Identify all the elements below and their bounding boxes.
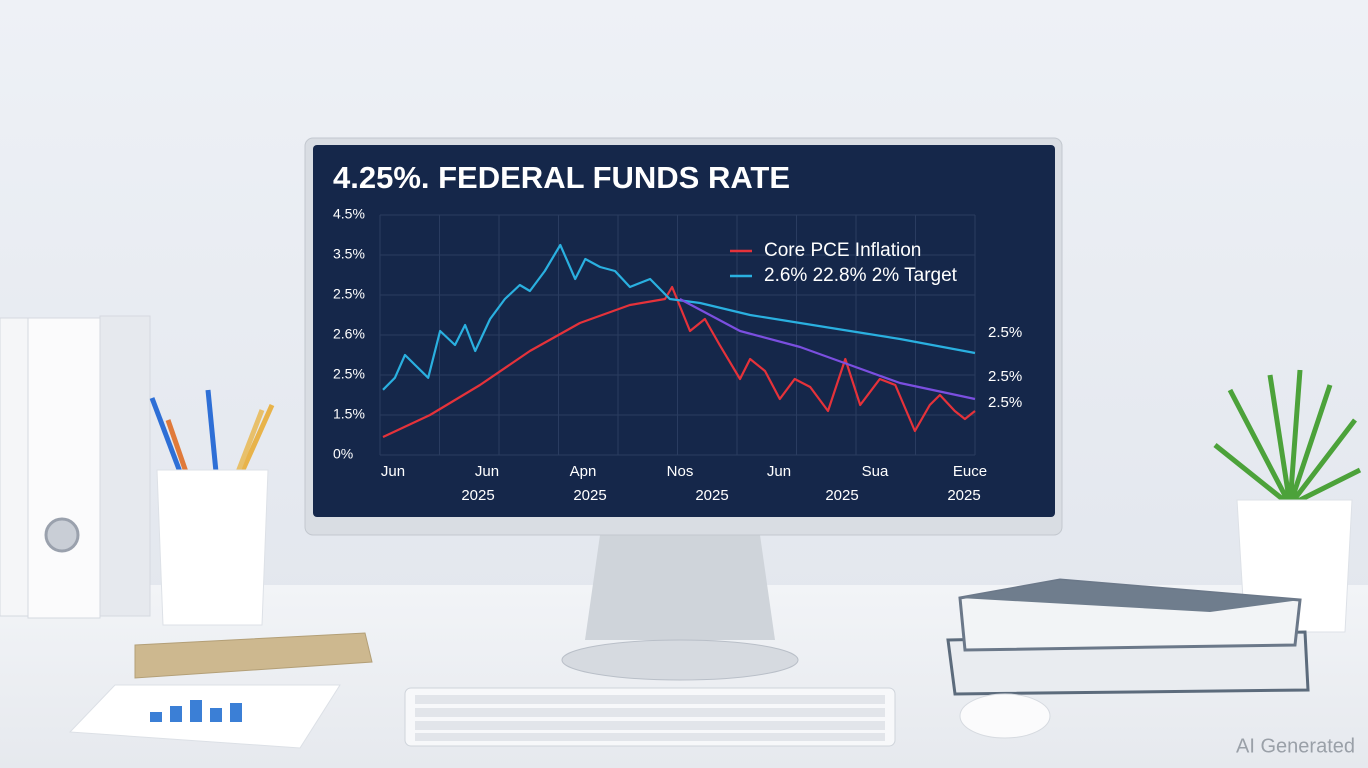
x-tick-label: Nos: [667, 463, 694, 480]
x-tick-sublabel: 2025: [947, 487, 980, 504]
series-line: [382, 285, 976, 438]
pencil-cup: [149, 389, 275, 626]
keys: [415, 695, 885, 741]
paper-chart: [150, 700, 242, 722]
annotation: 2.5%: [988, 368, 1022, 385]
x-tick-label: Sua: [862, 463, 889, 480]
x-tick-label: Jun: [475, 463, 499, 480]
x-tick-label: Jun: [381, 463, 405, 480]
chart: 4.25%. FEDERAL FUNDS RATE 4.5% 3.5% 2.5% 2.…: [333, 160, 1022, 504]
series-line: [382, 243, 976, 391]
y-tick-label: 0%: [333, 446, 353, 462]
y-tick-label: 1.5%: [333, 406, 365, 422]
paper: [68, 684, 341, 749]
y-tick-label: 3.5%: [333, 246, 365, 262]
binders: [0, 315, 151, 619]
box: [134, 632, 373, 679]
x-tick-sublabel: 2025: [695, 487, 728, 504]
screen: [313, 145, 1055, 517]
x-tick-sublabel: 2025: [573, 487, 606, 504]
x-tick-label: Jun: [767, 463, 791, 480]
x-tick-sublabel: 2025: [825, 487, 858, 504]
x-tick-label: Euce: [953, 463, 987, 480]
chart-title: 4.25%. FEDERAL FUNDS RATE: [333, 160, 790, 195]
y-tick-label: 4.5%: [333, 206, 365, 222]
annotation: 2.5%: [988, 394, 1022, 411]
x-tick-sublabel: 2025: [461, 487, 494, 504]
watermark: AI Generated: [1236, 735, 1355, 757]
books: [946, 578, 1310, 696]
legend-label: 2.6% 22.8% 2% Target: [764, 265, 958, 286]
legend-label: Core PCE Inflation: [764, 240, 921, 261]
y-tick-label: 2.6%: [333, 326, 365, 342]
mouse: [959, 693, 1051, 739]
y-tick-label: 2.5%: [333, 286, 365, 302]
annotation: 2.5%: [988, 324, 1022, 341]
x-tick-label: Apn: [570, 463, 597, 480]
y-tick-label: 2.5%: [333, 366, 365, 382]
series-line: [679, 298, 976, 401]
